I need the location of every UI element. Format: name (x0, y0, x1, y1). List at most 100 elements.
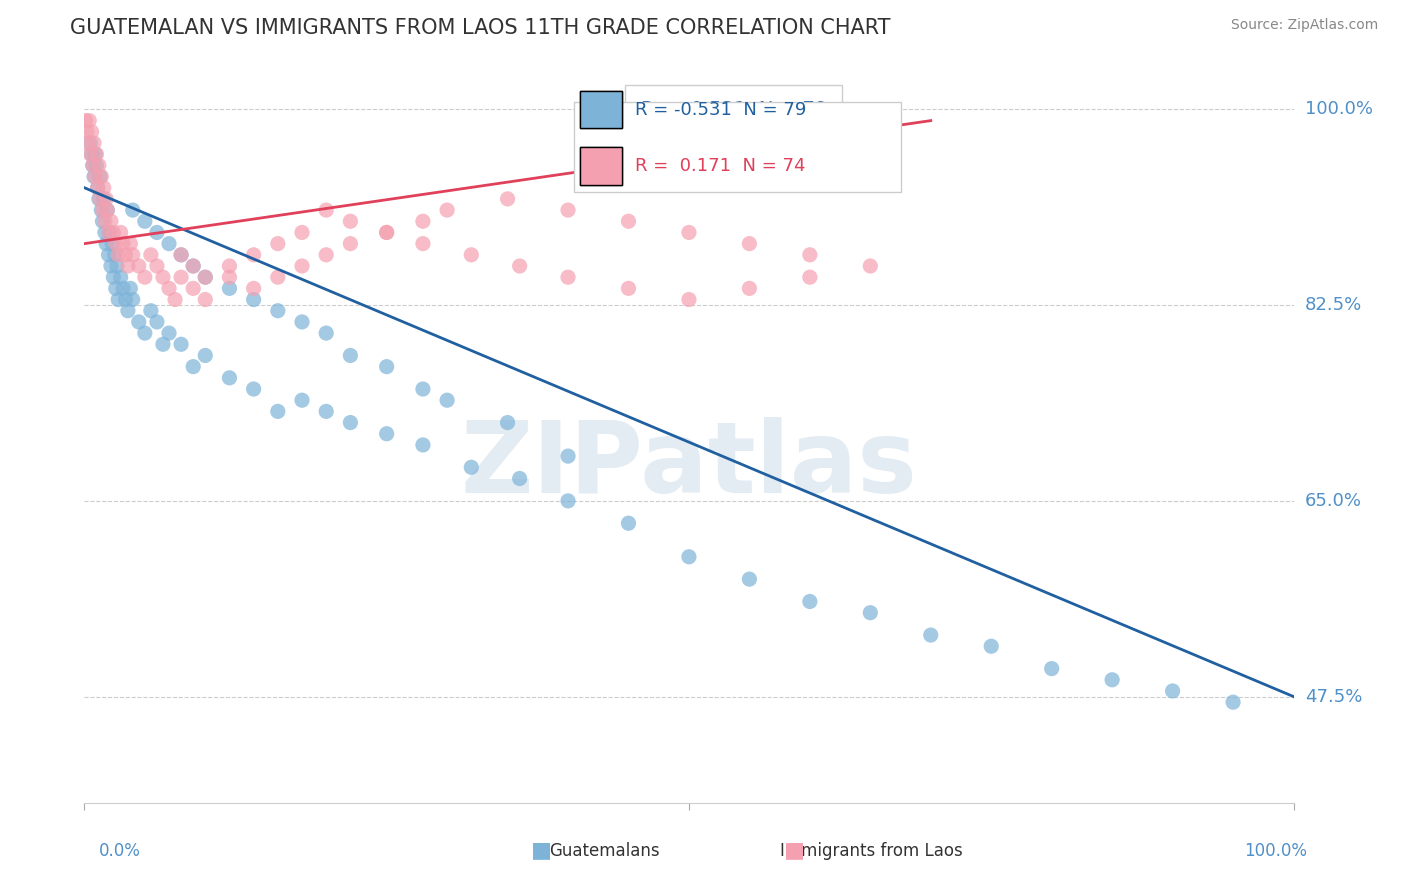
Point (218, 259, 240, 273)
Point (89, 169, 111, 184)
Point (75, 113, 97, 128)
Point (94, 236, 117, 251)
Point (436, 203, 458, 218)
Point (114, 293, 136, 307)
Point (128, 315, 150, 329)
Point (375, 426, 398, 441)
Point (94, 214, 117, 228)
Point (77, 113, 100, 128)
FancyBboxPatch shape (574, 103, 901, 192)
Point (375, 226, 398, 240)
Point (920, 628, 942, 642)
Point (84, 147, 107, 161)
Text: 100.0%: 100.0% (1305, 101, 1372, 119)
Point (181, 259, 204, 273)
Point (339, 416, 361, 430)
Point (496, 416, 519, 430)
Point (315, 404, 337, 418)
Point (194, 293, 217, 307)
Point (678, 226, 700, 240)
Point (86, 158, 108, 172)
Point (181, 359, 204, 374)
FancyBboxPatch shape (581, 147, 623, 185)
Point (267, 270, 290, 285)
Point (557, 203, 579, 218)
Point (412, 382, 434, 396)
Point (100, 214, 122, 228)
Point (291, 315, 314, 329)
Point (617, 281, 640, 295)
Point (91, 214, 114, 228)
Point (339, 214, 361, 228)
Point (799, 248, 821, 262)
Point (242, 293, 264, 307)
Point (107, 293, 129, 307)
Point (557, 270, 579, 285)
Point (315, 248, 337, 262)
Point (112, 281, 135, 295)
Point (267, 303, 290, 318)
Point (738, 281, 761, 295)
Point (101, 236, 124, 251)
Point (76, 125, 98, 139)
Point (242, 382, 264, 396)
Point (170, 270, 193, 285)
Point (157, 326, 180, 340)
Point (100, 259, 122, 273)
Text: 47.5%: 47.5% (1305, 688, 1362, 706)
Text: ■: ■ (785, 840, 804, 860)
Point (194, 349, 217, 363)
Point (103, 226, 125, 240)
Point (104, 236, 127, 251)
Point (194, 270, 217, 285)
Point (86, 180, 108, 194)
Point (93, 192, 115, 206)
Point (120, 281, 142, 295)
Point (114, 248, 136, 262)
Point (157, 236, 180, 251)
Point (460, 248, 482, 262)
Text: 65.0%: 65.0% (1305, 491, 1361, 510)
Point (291, 393, 314, 408)
Point (79, 147, 101, 161)
Point (89, 192, 111, 206)
Text: Source: ZipAtlas.com: Source: ZipAtlas.com (1230, 18, 1378, 32)
Text: R = -0.531  N = 79: R = -0.531 N = 79 (634, 101, 806, 119)
Point (339, 349, 361, 363)
Point (315, 326, 337, 340)
Text: ZIPatlas: ZIPatlas (461, 417, 917, 514)
Text: 100.0%: 100.0% (1244, 842, 1308, 860)
Point (509, 471, 531, 485)
Point (121, 203, 143, 218)
Point (980, 639, 1002, 653)
Text: 82.5%: 82.5% (1305, 296, 1362, 314)
Point (181, 281, 204, 295)
Point (152, 337, 174, 351)
Point (97, 248, 120, 262)
Point (94, 192, 117, 206)
Point (509, 259, 531, 273)
Point (77, 136, 100, 150)
Point (460, 460, 482, 475)
Point (82, 158, 104, 172)
Point (859, 259, 882, 273)
Point (117, 303, 139, 318)
Point (412, 236, 434, 251)
Point (90, 169, 112, 184)
Point (194, 270, 217, 285)
Point (1101, 673, 1123, 687)
Point (436, 393, 458, 408)
Text: R = -0.531  N = 79: R = -0.531 N = 79 (641, 100, 827, 120)
Point (86, 180, 108, 194)
Point (86, 147, 108, 161)
Text: Immigrants from Laos: Immigrants from Laos (780, 842, 963, 860)
Point (170, 337, 193, 351)
Point (83, 169, 105, 184)
Point (412, 214, 434, 228)
Text: R =  0.171  N = 74: R = 0.171 N = 74 (634, 157, 806, 175)
Point (181, 259, 204, 273)
Point (170, 248, 193, 262)
Point (96, 203, 118, 218)
Point (104, 248, 127, 262)
Point (105, 259, 128, 273)
